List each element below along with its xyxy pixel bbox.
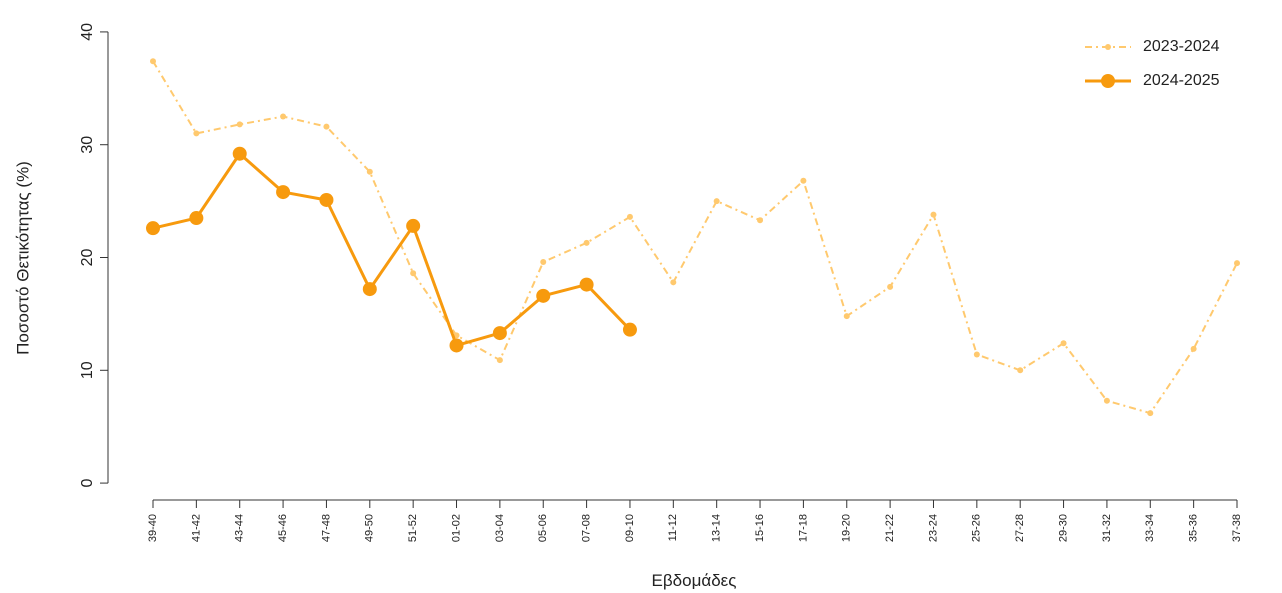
point <box>453 332 460 339</box>
x-tick-label: 23-24 <box>927 514 939 542</box>
x-tick-label: 43-44 <box>234 514 246 542</box>
point <box>280 113 287 120</box>
y-axis-label: Ποσοστό Θετικότητας (%) <box>13 161 32 355</box>
point <box>843 313 850 320</box>
y-tick-label: 30 <box>79 136 96 154</box>
x-tick-label: 01-02 <box>450 514 462 542</box>
legend-label: 2023-2024 <box>1143 38 1220 55</box>
point <box>757 217 764 224</box>
point <box>670 279 677 286</box>
point <box>1147 410 1154 417</box>
x-tick-label: 33-34 <box>1144 514 1156 542</box>
point <box>406 218 421 233</box>
series-line <box>152 152 632 347</box>
x-tick-label: 25-26 <box>971 514 983 542</box>
point <box>232 146 247 161</box>
x-tick-label: 35-36 <box>1188 514 1200 542</box>
x-tick-label: 29-30 <box>1057 514 1069 542</box>
point <box>622 322 637 337</box>
point <box>366 168 373 175</box>
x-tick-label: 17-18 <box>797 514 809 542</box>
x-axis-label: Εβδομάδες <box>652 571 737 590</box>
point <box>1103 397 1110 404</box>
x-tick-label: 09-10 <box>624 514 636 542</box>
x-tick-label: 45-46 <box>277 514 289 542</box>
point <box>579 277 594 292</box>
x-tick-label: 47-48 <box>320 514 332 542</box>
point <box>146 221 160 236</box>
point <box>800 177 807 184</box>
x-tick-label: 19-20 <box>841 514 853 542</box>
point <box>362 282 377 297</box>
x-tick-label: 03-04 <box>494 514 506 542</box>
point <box>492 326 507 341</box>
point <box>1017 367 1024 374</box>
point <box>410 270 417 277</box>
legend-marker <box>1105 44 1111 50</box>
point <box>1060 340 1067 347</box>
x-tick-label: 07-08 <box>581 514 593 542</box>
point <box>536 288 551 303</box>
x-tick-label: 31-32 <box>1101 514 1113 542</box>
point <box>496 357 503 364</box>
y-tick-label: 0 <box>79 479 96 488</box>
point <box>583 239 590 246</box>
point <box>323 123 330 130</box>
y-tick-label: 40 <box>79 23 96 41</box>
point <box>319 192 334 207</box>
series-line <box>152 60 1238 415</box>
x-tick-label: 15-16 <box>754 514 766 542</box>
legend-label: 2024-2025 <box>1143 72 1220 89</box>
point <box>930 211 937 218</box>
y-tick-label: 20 <box>79 249 96 267</box>
point <box>540 259 547 266</box>
x-tick-label: 39-40 <box>147 514 159 542</box>
point <box>1190 345 1197 352</box>
point <box>189 211 204 226</box>
point <box>713 198 720 205</box>
x-tick-label: 27-28 <box>1014 514 1026 542</box>
legend-marker <box>1101 74 1115 88</box>
x-tick-label: 11-12 <box>667 514 679 541</box>
point <box>193 130 200 137</box>
x-tick-label: 49-50 <box>364 514 376 542</box>
x-tick-label: 51-52 <box>407 514 419 542</box>
point <box>236 121 243 128</box>
x-tick-label: 05-06 <box>537 514 549 542</box>
x-tick-label: 13-14 <box>711 514 723 542</box>
x-tick-label: 21-22 <box>884 514 896 542</box>
point <box>449 338 464 353</box>
x-tick-label: 41-42 <box>190 514 202 542</box>
point <box>973 351 980 358</box>
x-tick-label: 37-38 <box>1231 514 1243 542</box>
point <box>276 185 291 200</box>
point <box>626 213 633 220</box>
point <box>150 58 156 65</box>
point <box>1234 260 1240 267</box>
point <box>887 283 894 290</box>
y-tick-label: 10 <box>79 361 96 379</box>
